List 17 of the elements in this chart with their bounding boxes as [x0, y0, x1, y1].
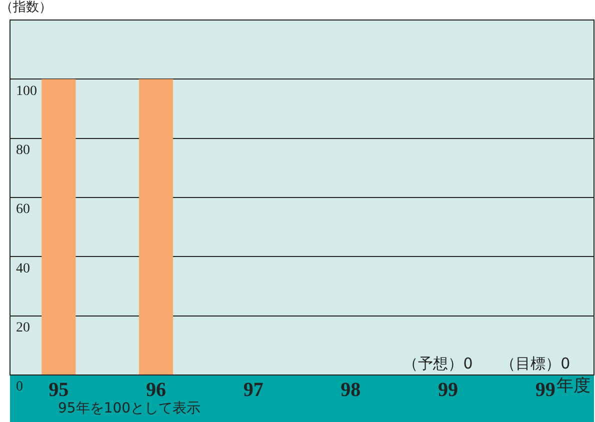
data-label: （予想）0 [403, 354, 473, 372]
x-tick-label: 98 [340, 379, 361, 402]
x-tick-label: 96 [146, 379, 166, 402]
data-label: （目標）0 [500, 354, 570, 372]
y-tick-label: 80 [16, 143, 30, 158]
y-tick-label: 20 [16, 320, 30, 336]
x-tick-label: 95 [48, 379, 69, 402]
x-tick-label: 99 [438, 379, 458, 402]
x-tick-label: 97 [243, 379, 264, 402]
x-tick-label: 99 [535, 379, 556, 402]
y-tick-label: 40 [16, 261, 30, 276]
x-axis-title: 年度 [556, 376, 590, 396]
y-tick-label: 100 [16, 84, 37, 99]
text: 95年を100として表示 [58, 400, 201, 417]
y-tick-label: 0 [16, 380, 23, 395]
y-axis-title: （指数） [0, 0, 52, 15]
y-tick-label: 60 [16, 202, 30, 218]
